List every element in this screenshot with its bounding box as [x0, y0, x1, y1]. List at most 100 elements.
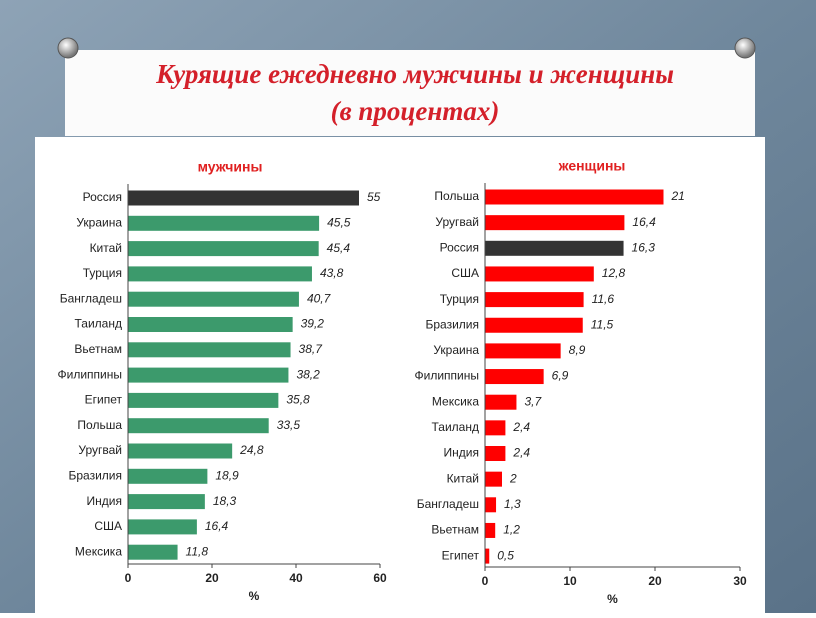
category-label: Индия — [444, 446, 479, 460]
bar — [128, 342, 291, 358]
bar — [128, 519, 197, 535]
x-axis-label: % — [607, 592, 618, 606]
x-tick-label: 10 — [563, 574, 577, 588]
value-label: 1,3 — [504, 497, 521, 511]
slide-title: Курящие ежедневно мужчины и женщины — [155, 59, 674, 89]
bar — [485, 189, 664, 205]
x-tick-label: 40 — [289, 571, 303, 585]
category-label: США — [451, 266, 479, 280]
bar — [128, 392, 279, 408]
x-tick-label: 0 — [125, 571, 132, 585]
category-label: Таиланд — [75, 317, 122, 331]
value-label: 12,8 — [602, 266, 626, 280]
category-label: Китай — [447, 471, 479, 485]
category-label: Египет — [442, 548, 480, 562]
value-label: 18,3 — [213, 494, 237, 508]
category-label: Турция — [440, 292, 479, 306]
bar — [485, 471, 502, 487]
value-label: 6,9 — [552, 369, 569, 383]
category-label: Россия — [83, 190, 122, 204]
value-label: 38,2 — [296, 367, 320, 381]
value-label: 39,2 — [301, 317, 325, 331]
category-label: Мексика — [432, 394, 479, 408]
value-label: 11,5 — [591, 317, 614, 331]
bar — [485, 446, 506, 461]
bar — [128, 468, 208, 484]
bar — [128, 241, 319, 257]
bar — [128, 317, 293, 332]
category-label: Вьетнам — [431, 523, 479, 537]
bar — [485, 522, 496, 538]
category-label: США — [94, 519, 122, 533]
category-label: Бразилия — [69, 468, 123, 482]
x-axis-label: % — [249, 589, 260, 603]
category-label: Уругвай — [435, 215, 479, 229]
bar — [485, 394, 517, 410]
value-label: 21 — [671, 189, 685, 203]
value-label: 8,9 — [569, 343, 586, 357]
value-label: 16,4 — [632, 215, 656, 229]
value-label: 1,2 — [503, 523, 520, 537]
value-label: 2 — [509, 471, 517, 485]
x-tick-label: 20 — [205, 571, 219, 585]
bar — [485, 317, 583, 333]
bar — [128, 367, 289, 383]
value-label: 33,5 — [277, 418, 301, 432]
pin — [57, 37, 79, 59]
slide-title: (в процентах) — [331, 96, 500, 126]
bar — [485, 497, 497, 513]
value-label: 11,8 — [186, 544, 209, 558]
bar — [485, 369, 544, 385]
value-label: 24,8 — [239, 443, 264, 457]
category-label: Бангладеш — [417, 497, 479, 511]
bar — [485, 266, 594, 282]
bar — [128, 266, 312, 282]
bar — [485, 292, 584, 308]
category-label: Украина — [76, 215, 122, 229]
category-label: Турция — [83, 266, 122, 280]
x-tick-label: 30 — [733, 574, 747, 588]
value-label: 45,5 — [327, 215, 351, 229]
x-tick-label: 60 — [373, 571, 387, 585]
value-label: 3,7 — [524, 394, 542, 408]
category-label: Россия — [440, 240, 479, 254]
bar — [485, 548, 490, 564]
category-label: Китай — [90, 241, 122, 255]
value-label: 0,5 — [497, 548, 514, 562]
bar — [128, 215, 320, 231]
value-label: 35,8 — [286, 393, 310, 407]
pin — [734, 37, 756, 59]
value-label: 11,6 — [592, 292, 615, 306]
value-label: 45,4 — [327, 241, 351, 255]
bar — [485, 420, 506, 436]
value-label: 18,9 — [215, 468, 239, 482]
bar — [485, 240, 624, 256]
category-label: Мексика — [75, 544, 122, 558]
value-label: 43,8 — [320, 266, 344, 280]
title-band — [65, 50, 755, 136]
bar — [485, 343, 561, 359]
value-label: 2,4 — [512, 420, 530, 434]
category-label: Бразилия — [426, 317, 480, 331]
chart-title: мужчины — [198, 159, 263, 175]
category-label: Украина — [433, 343, 479, 357]
value-label: 55 — [367, 190, 381, 204]
bar — [128, 494, 205, 510]
category-label: Польша — [434, 189, 479, 203]
category-label: Бангладеш — [60, 291, 122, 305]
value-label: 16,3 — [632, 240, 656, 254]
x-tick-label: 20 — [648, 574, 662, 588]
chart-title: женщины — [558, 158, 626, 174]
category-label: Египет — [85, 393, 123, 407]
bar — [128, 190, 359, 206]
value-label: 38,7 — [299, 342, 324, 356]
bar — [128, 544, 178, 560]
bar — [128, 418, 269, 434]
bar — [128, 291, 299, 307]
value-label: 40,7 — [307, 291, 332, 305]
bar — [485, 215, 625, 231]
category-label: Таиланд — [432, 420, 479, 434]
category-label: Уругвай — [78, 443, 122, 457]
